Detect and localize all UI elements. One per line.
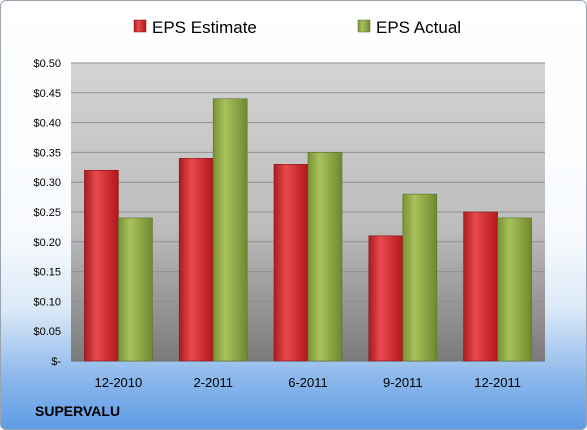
legend-label-estimate: EPS Estimate — [152, 18, 257, 37]
legend-swatch-actual — [357, 19, 371, 33]
legend: EPS Estimate EPS Actual — [133, 18, 461, 37]
x-category-label: 2-2011 — [193, 375, 233, 390]
x-category-label: 6-2011 — [288, 375, 328, 390]
x-category-label: 12-2010 — [95, 375, 143, 390]
y-tick-label: $0.25 — [33, 207, 61, 219]
y-tick-label: $0.45 — [33, 88, 61, 100]
bar-eps-estimate — [463, 211, 498, 362]
y-tick-label: $0.20 — [33, 237, 61, 249]
bar-eps-estimate — [368, 235, 404, 362]
bar-eps-actual — [307, 152, 343, 362]
y-tick-label: $0.50 — [33, 58, 61, 70]
x-axis-categories: 12-2010 2-2011 6-2011 9-2011 12-2011 — [95, 375, 521, 390]
bar-eps-estimate — [178, 158, 214, 362]
x-category-label: 9-2011 — [383, 375, 423, 390]
y-tick-label: $- — [51, 356, 61, 368]
y-tick-label: $0.30 — [33, 177, 61, 189]
legend-label-actual: EPS Actual — [376, 18, 461, 37]
y-tick-label: $0.40 — [33, 118, 61, 130]
x-category-label: 12-2011 — [474, 375, 521, 390]
bar-eps-actual — [118, 217, 153, 362]
y-tick-label: $0.05 — [33, 326, 61, 338]
y-tick-label: $0.35 — [33, 147, 61, 159]
bar-eps-estimate — [84, 169, 119, 362]
bar-eps-actual — [402, 193, 438, 362]
y-axis-ticks: $- $0.05 $0.10 $0.15 $0.20 $0.25 $0.30 $0.35 $0.… — [33, 58, 61, 368]
bar-eps-estimate — [273, 164, 309, 362]
company-label: SUPERVALU — [35, 403, 121, 419]
bar-eps-actual — [497, 217, 532, 362]
bar-eps-actual — [212, 98, 248, 362]
y-tick-label: $0.10 — [33, 296, 61, 308]
y-tick-label: $0.15 — [33, 267, 61, 279]
legend-swatch-estimate — [133, 19, 147, 33]
bars — [84, 98, 532, 362]
